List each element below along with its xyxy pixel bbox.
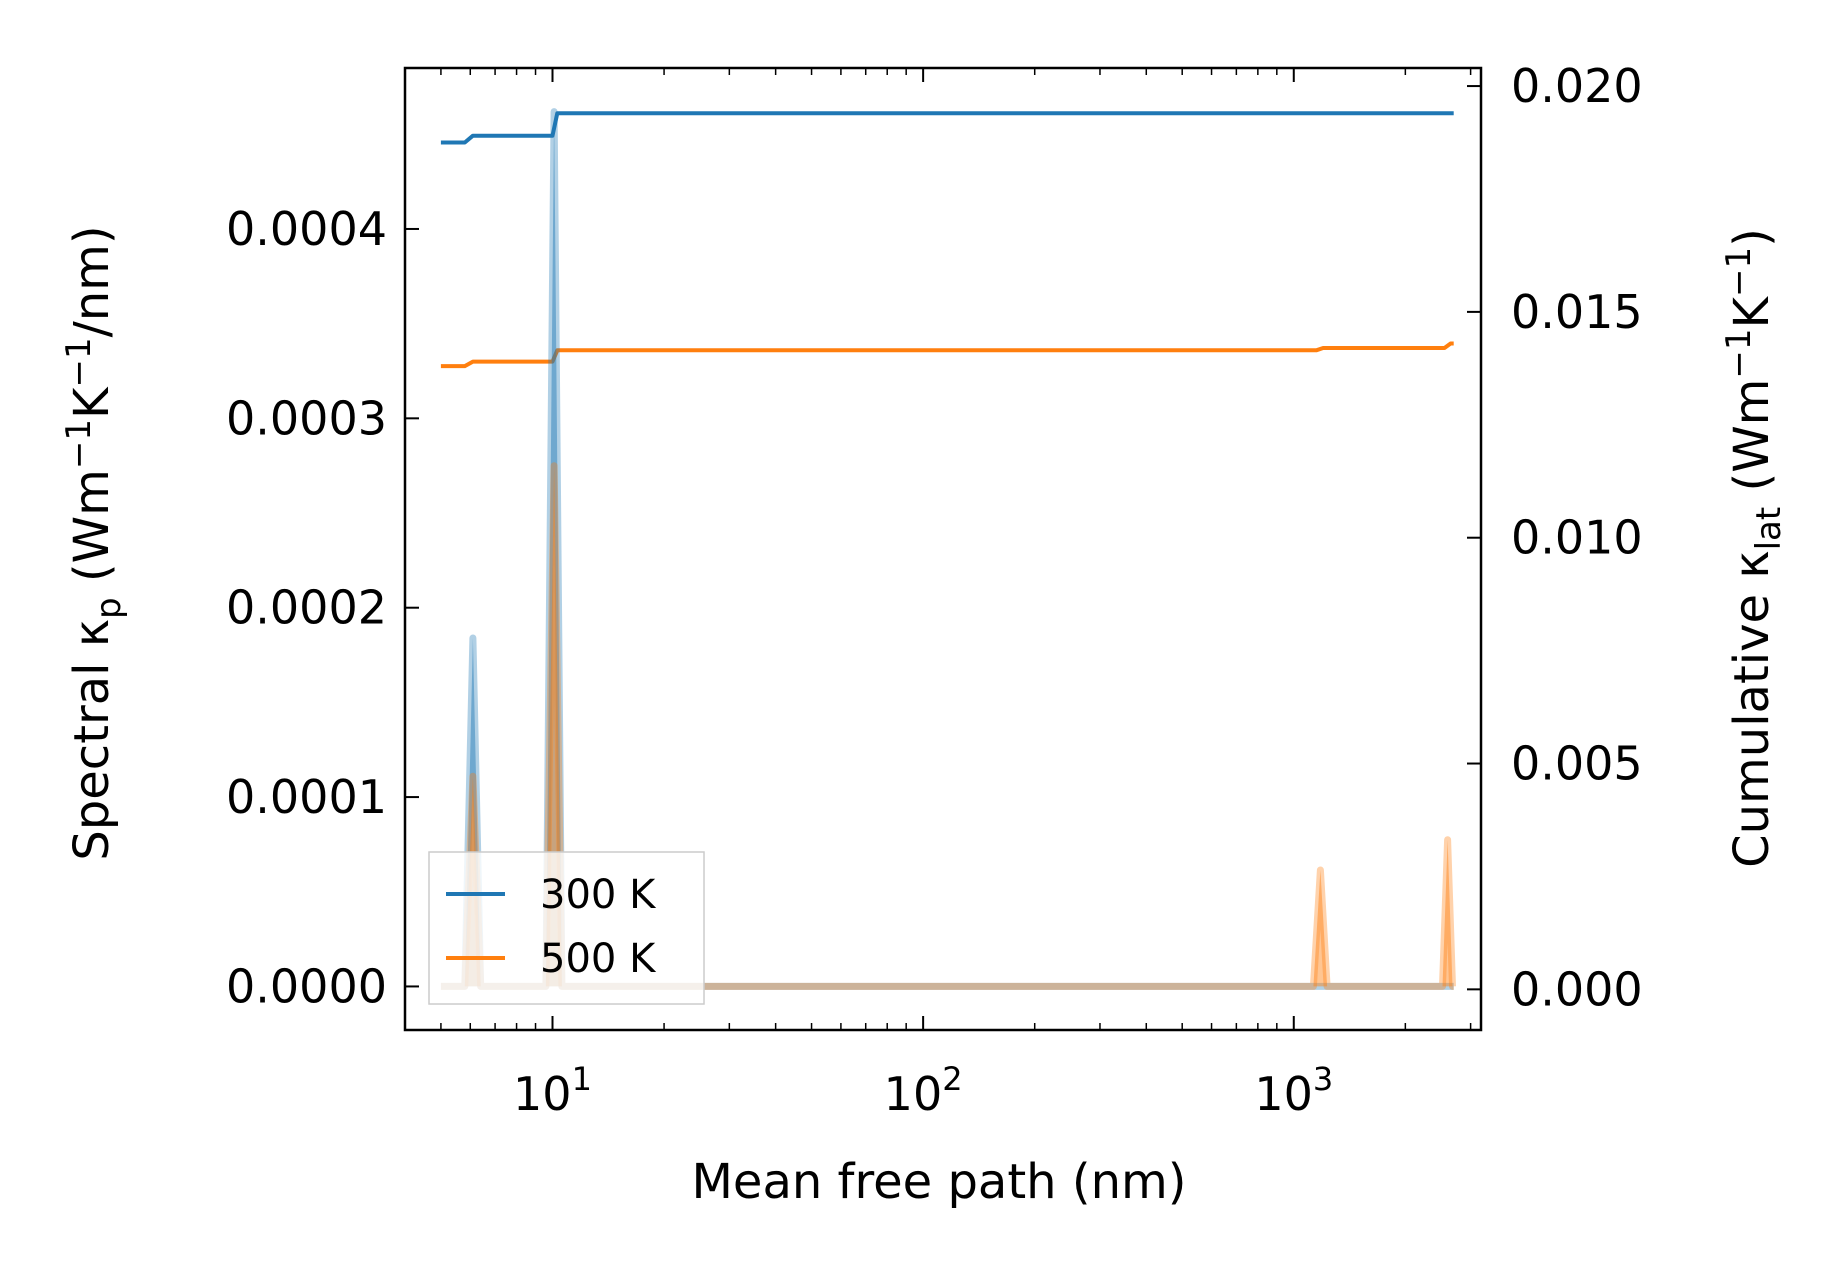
x-axis-label: Mean free path (nm) xyxy=(692,1154,1187,1210)
x-tick-label-0: 101 xyxy=(513,1060,592,1121)
y-left-tick-label-0: 0.0000 xyxy=(226,959,387,1013)
y-left-tick-label-1: 0.0001 xyxy=(226,770,387,824)
legend-label-500k: 500 K xyxy=(540,936,657,982)
y-right-tick-label-2: 0.010 xyxy=(1511,511,1643,565)
axes: 101 102 103 0.0000 0.0001 0.0002 0.0003 0.0004 0… xyxy=(226,59,1643,1121)
x-tick-label-2: 103 xyxy=(1254,1060,1333,1121)
y-right-tick-label-0: 0.000 xyxy=(1511,962,1643,1016)
y-axis-left-label: Spectral κp (Wm−1K−1/nm) xyxy=(59,225,129,860)
legend-box xyxy=(428,851,705,1005)
y-right-tick-label-3: 0.015 xyxy=(1511,285,1643,339)
series-line-0 xyxy=(440,111,1454,145)
y-right-tick-label-4: 0.020 xyxy=(1511,59,1643,113)
series-line-1 xyxy=(440,341,1454,369)
legend: 300 K 500 K xyxy=(428,851,705,1005)
y-axis-right-label: Cumulative κlat (Wm−1K−1) xyxy=(1719,228,1789,868)
y-left-tick-label-3: 0.0003 xyxy=(226,391,387,445)
plot-frame xyxy=(403,66,1483,1032)
y-left-tick-label-4: 0.0004 xyxy=(226,202,387,256)
x-tick-label-1: 102 xyxy=(884,1060,963,1121)
legend-label-300k: 300 K xyxy=(540,872,657,918)
y-right-tick-label-1: 0.005 xyxy=(1511,737,1643,791)
y-left-tick-label-2: 0.0002 xyxy=(226,581,387,635)
series-line-3 xyxy=(440,462,1456,990)
